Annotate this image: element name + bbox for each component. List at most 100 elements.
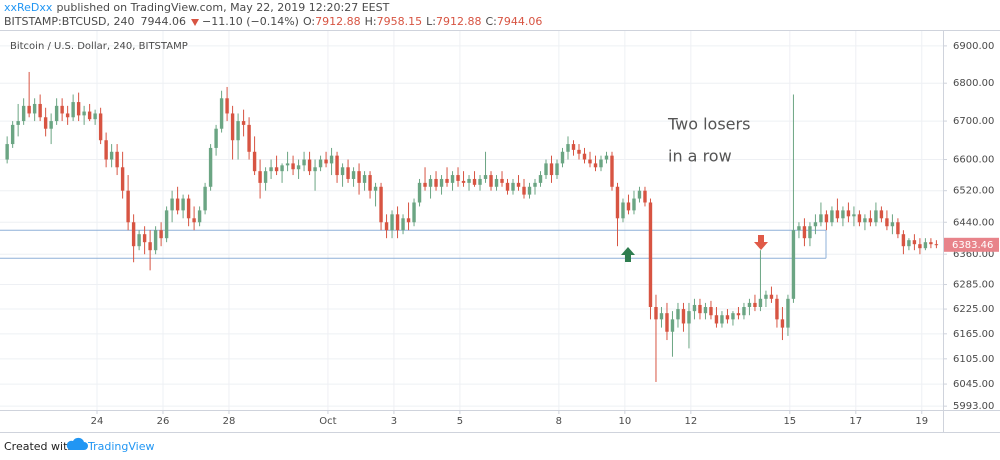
y-tick-label: 5993.00: [953, 401, 994, 412]
annotation: in a row: [668, 147, 732, 166]
candle-body: [753, 302, 757, 308]
candle-body: [115, 151, 119, 168]
annotation: Two losers: [667, 115, 750, 134]
candle-body: [890, 222, 895, 227]
candle-body: [654, 307, 658, 320]
candle-body: [10, 124, 15, 145]
candle-body: [802, 226, 807, 239]
y-tick-label: 6285.00: [953, 280, 994, 291]
y-tick-label: 6105.00: [953, 354, 994, 365]
candle-body: [263, 171, 268, 183]
candle-body: [665, 313, 669, 332]
candle-body: [632, 198, 636, 211]
candle-body: [346, 167, 350, 179]
candle-body: [120, 167, 125, 191]
footer-brand[interactable]: TradingView: [87, 440, 154, 453]
candle-body: [324, 159, 328, 164]
y-tick-label: 6440.00: [953, 217, 994, 228]
candle-body: [709, 307, 713, 316]
y-tick-label: 6700.00: [953, 116, 994, 127]
y-tick-label: 6800.00: [953, 78, 994, 89]
candle-body: [907, 240, 911, 247]
candle-body: [93, 113, 97, 120]
candle-body: [142, 234, 147, 243]
candle-body: [610, 155, 614, 187]
candle-body: [302, 159, 306, 166]
candle-body: [736, 313, 741, 316]
candle-body: [170, 198, 174, 211]
candle-body: [368, 175, 372, 191]
candle-body: [500, 178, 504, 183]
candle-body: [874, 210, 878, 223]
x-tick-label: 5: [457, 416, 463, 427]
candle-body: [384, 222, 389, 231]
candle-body: [280, 165, 284, 172]
candle-body: [258, 171, 262, 183]
candle-body: [456, 175, 460, 181]
candle-body: [126, 190, 130, 223]
candle-body: [313, 167, 317, 172]
candle-body: [148, 242, 152, 251]
candle-body: [742, 307, 746, 316]
candle-body: [868, 218, 873, 223]
y-tick-label: 6360.00: [953, 249, 994, 260]
candle-body: [676, 309, 680, 320]
x-tick-label: 17: [849, 416, 862, 427]
candle-body: [131, 222, 136, 247]
candle-body: [5, 144, 9, 160]
candle-body: [577, 149, 581, 154]
candle-body: [71, 102, 75, 118]
candle-body: [681, 309, 686, 324]
candle-body: [214, 128, 218, 148]
candle-body: [412, 202, 416, 223]
candle-body: [208, 147, 213, 187]
candle-body: [197, 210, 202, 223]
candle-body: [467, 178, 471, 183]
candle-body: [291, 163, 295, 170]
axes: 6900.00 6800.00 6700.00 6600.00 6520.00 6440.…: [0, 30, 1000, 433]
close-value: 7944.06: [497, 15, 543, 28]
candle-body: [549, 163, 554, 176]
candle-body: [423, 182, 427, 187]
candle-body: [841, 210, 845, 219]
candle-body: [27, 105, 31, 114]
candle-body: [544, 163, 548, 176]
candle-body: [648, 202, 653, 308]
candle-body: [764, 294, 768, 299]
brand-logo: [66, 437, 88, 450]
candle-body: [269, 167, 273, 172]
open-label: O:: [303, 15, 315, 28]
candle-body: [824, 214, 829, 223]
author: xxReDxx: [4, 1, 53, 14]
candle-body: [714, 315, 719, 324]
candle-body: [703, 307, 708, 314]
close-label: C:: [485, 15, 496, 28]
candle-body: [835, 210, 840, 219]
candle-body: [329, 155, 334, 164]
candle-body: [351, 171, 356, 179]
candle-body: [593, 163, 598, 168]
candle-body: [725, 315, 730, 320]
candle-body: [186, 198, 191, 219]
candle-body: [38, 103, 42, 118]
levels: [0, 229, 827, 259]
symbol: BITSTAMP:BTCUSD, 240: [4, 15, 135, 28]
candle-body: [830, 210, 834, 223]
y-tick-label: 6520.00: [953, 186, 994, 197]
candle-body: [786, 298, 790, 328]
candle-body: [340, 167, 345, 176]
low-value: 7912.88: [436, 15, 482, 28]
candle-body: [373, 186, 378, 191]
candle-body: [852, 214, 856, 217]
candle-body: [720, 315, 724, 324]
candle-body: [555, 163, 559, 176]
candle-body: [181, 198, 185, 211]
x-tick-label: 8: [556, 416, 562, 427]
up-arrow: [621, 247, 635, 262]
x-tick-label: 15: [783, 416, 796, 427]
candle-body: [637, 190, 642, 199]
candle-body: [775, 298, 779, 320]
candle-body: [54, 105, 59, 122]
